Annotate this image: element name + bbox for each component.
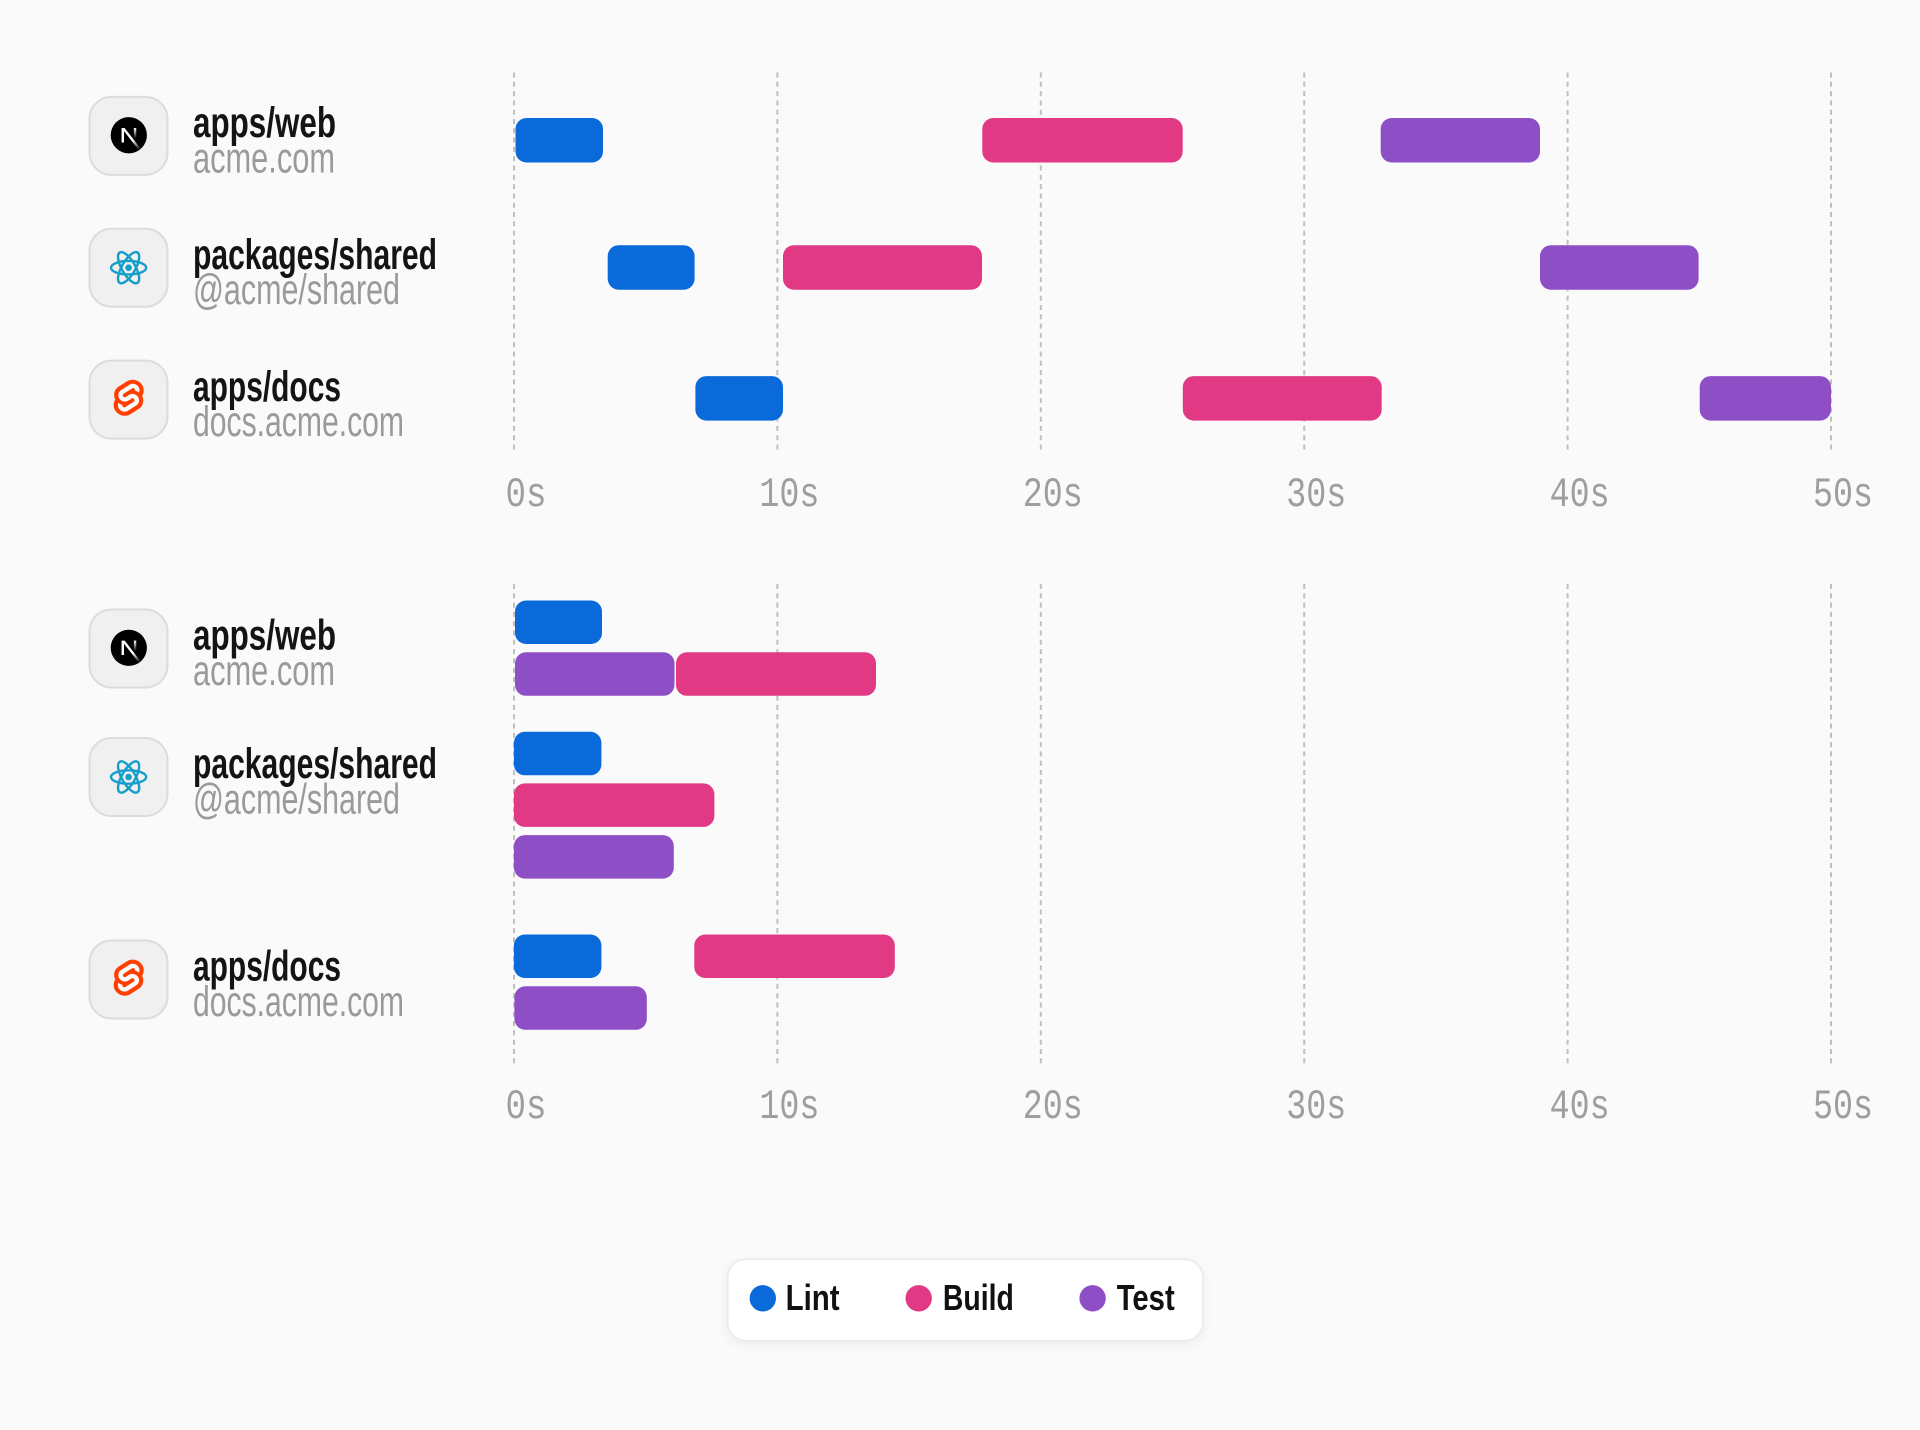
svg-text:apps/web: apps/web [193,611,336,660]
svg-text:30s: 30s [1286,1084,1346,1132]
svg-text:apps/docs: apps/docs [193,942,341,991]
svg-text:Test: Test [1117,1278,1175,1318]
svg-text:50s: 50s [1813,1084,1873,1132]
svg-text:@acme/shared: @acme/shared [193,265,400,314]
svg-text:packages/shared: packages/shared [193,230,437,279]
svg-text:40s: 40s [1550,1084,1610,1132]
svg-text:0s: 0s [506,1084,547,1132]
svg-text:40s: 40s [1550,472,1610,520]
svg-text:acme.com: acme.com [193,646,335,695]
svg-text:apps/docs: apps/docs [193,362,341,411]
svg-text:20s: 20s [1023,1084,1083,1132]
svg-text:@acme/shared: @acme/shared [193,774,400,823]
svg-text:Lint: Lint [786,1278,840,1318]
svg-text:10s: 10s [759,1084,819,1132]
svg-text:20s: 20s [1023,472,1083,520]
svg-text:30s: 30s [1286,472,1346,520]
svg-text:docs.acme.com: docs.acme.com [193,397,404,446]
svg-text:10s: 10s [759,472,819,520]
svg-text:0s: 0s [506,472,547,520]
svg-text:acme.com: acme.com [193,133,335,182]
svg-text:apps/web: apps/web [193,98,336,147]
svg-text:50s: 50s [1813,472,1873,520]
svg-text:docs.acme.com: docs.acme.com [193,977,404,1026]
svg-text:packages/shared: packages/shared [193,739,437,788]
svg-text:Build: Build [943,1278,1014,1318]
